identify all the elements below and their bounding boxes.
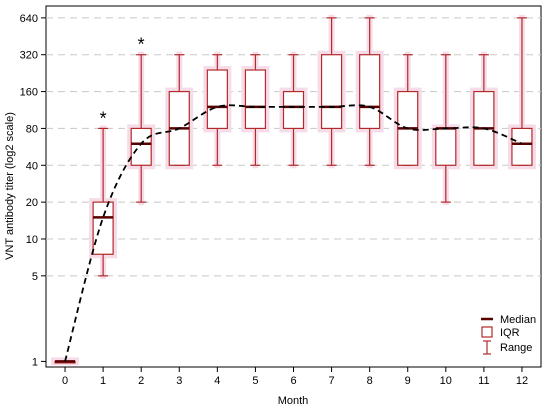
- iqr-box: [206, 69, 228, 130]
- legend-range-swatch: [483, 340, 491, 355]
- x-tick-label: 4: [214, 375, 220, 387]
- x-tick-label: 2: [138, 375, 144, 387]
- whisker-halo: [518, 165, 525, 169]
- x-ticks: 0 1 2 3 4 5 6 7 8 9 10 11 12: [62, 367, 528, 387]
- y-tick-label: 40: [26, 160, 38, 172]
- y-tick-label: 1: [32, 356, 38, 368]
- median-trend-line: [64, 104, 523, 362]
- y-tick-label: 640: [20, 13, 38, 25]
- y-tick-label: 10: [26, 234, 38, 246]
- x-tick-label: 7: [329, 375, 335, 387]
- whisker-halo: [404, 165, 411, 169]
- legend-iqr-swatch: [481, 326, 493, 338]
- x-tick-label: 10: [440, 375, 452, 387]
- annotations: **: [100, 35, 145, 129]
- significance-marker: *: [100, 108, 107, 128]
- iqr-box: [435, 127, 457, 166]
- y-tick-label: 20: [26, 197, 38, 209]
- iqr-box: [92, 201, 114, 255]
- whisker-halo: [480, 165, 487, 169]
- box-month-10: [435, 54, 457, 203]
- x-tick-label: 1: [100, 375, 106, 387]
- trend-line: [64, 104, 523, 362]
- iqr-box: [320, 54, 343, 130]
- x-tick-label: 0: [62, 375, 68, 387]
- iqr-box: [511, 127, 533, 166]
- legend-range-label: Range: [500, 342, 532, 354]
- legend: Median IQR Range: [476, 310, 538, 360]
- whisker-halo: [176, 165, 183, 169]
- iqr-box: [130, 127, 152, 166]
- box-month-4: [206, 54, 228, 166]
- iqr-box: [359, 54, 381, 130]
- legend-median-label: Median: [500, 314, 536, 326]
- legend-iqr-label: IQR: [500, 327, 520, 339]
- y-tick-label: 160: [20, 87, 38, 99]
- y-axis-title: VNT antibody titer (log2 scale): [4, 112, 16, 260]
- x-tick-label: 11: [478, 375, 489, 387]
- box-month-12: [511, 17, 533, 166]
- box-month-1: [92, 127, 114, 277]
- x-tick-label: 12: [516, 375, 528, 387]
- significance-marker: *: [138, 35, 145, 55]
- x-tick-label: 6: [290, 375, 296, 387]
- x-tick-label: 8: [367, 375, 373, 387]
- x-axis-title: Month: [278, 395, 309, 407]
- iqr-box: [244, 69, 267, 130]
- y-tick-label: 80: [26, 123, 38, 135]
- iqr-box: [282, 90, 305, 130]
- x-tick-label: 3: [176, 375, 182, 387]
- x-tick-label: 9: [405, 375, 411, 387]
- y-ticks: 1 5 10 20 40 80 160 320 640: [20, 13, 46, 368]
- box-month-0: [54, 360, 76, 364]
- y-tick-label: 320: [20, 50, 38, 62]
- y-tick-label: 5: [32, 271, 38, 283]
- x-tick-label: 5: [252, 375, 258, 387]
